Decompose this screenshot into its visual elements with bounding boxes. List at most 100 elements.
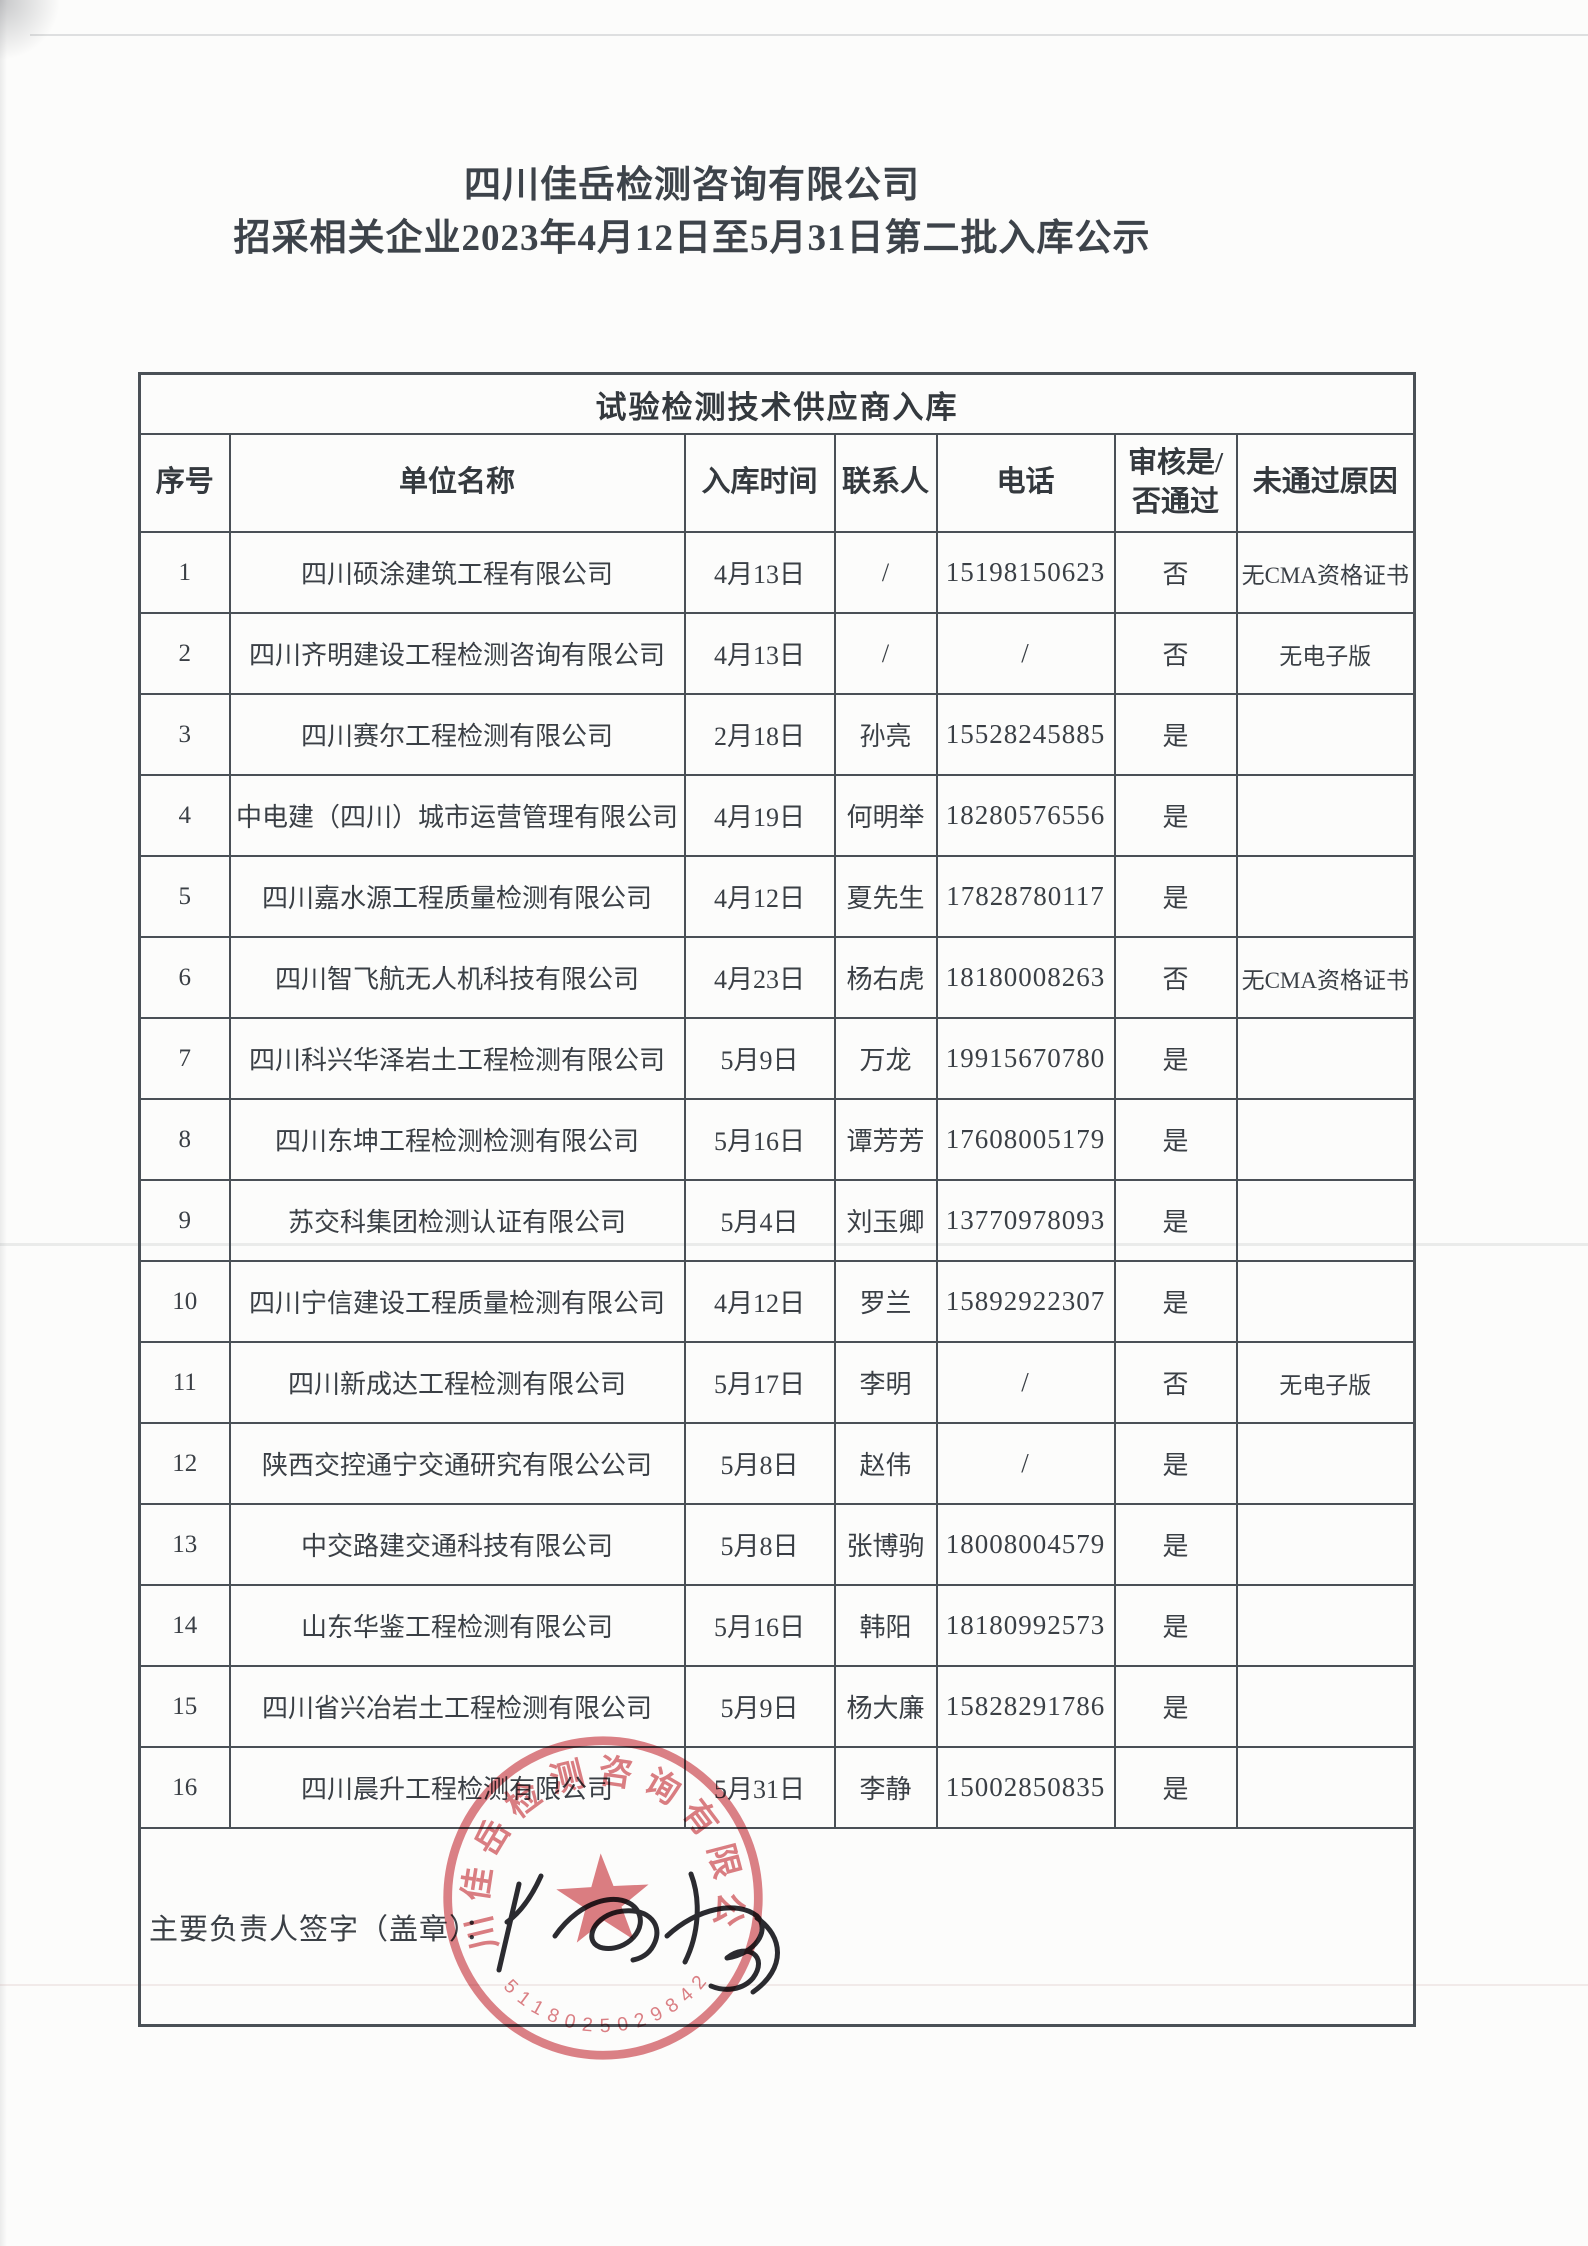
cell-date: 4月13日: [683, 531, 836, 614]
cell-date: 5月8日: [683, 1503, 836, 1586]
cell-reason: [1235, 774, 1416, 857]
cell-approved: 是: [1113, 1746, 1238, 1829]
cell-contact: 张博驹: [833, 1503, 938, 1586]
cell-contact: /: [833, 531, 938, 614]
document-title-block: 四川佳岳检测咨询有限公司 招采相关企业2023年4月12日至5月31日第二批入库…: [0, 160, 1486, 266]
signature-handwriting: [496, 1871, 780, 1995]
cell-reason: 无CMA资格证书: [1235, 531, 1416, 614]
signature-label: 主要负责人签字（盖章）：: [149, 1913, 495, 1946]
cell-index: 10: [138, 1260, 231, 1343]
cell-date: 4月23日: [683, 936, 836, 1019]
cell-date: 4月19日: [683, 774, 836, 857]
header-cell-phone: 电话: [935, 433, 1116, 533]
table-row: 3 四川赛尔工程检测有限公司 2月18日 孙亮 15528245885 是: [138, 693, 1416, 776]
cell-index: 2: [138, 612, 231, 695]
header-cell-index: 序号: [138, 433, 231, 533]
table-row: 8 四川东坤工程检测检测有限公司 5月16日 谭芳芳 17608005179 是: [138, 1098, 1416, 1181]
cell-phone: 15528245885: [935, 693, 1116, 776]
cell-index: 7: [138, 1017, 231, 1100]
cell-index: 15: [138, 1665, 231, 1748]
table-row: 16 四川晨升工程检测有限公司 5月31日 李静 15002850835 是: [138, 1746, 1416, 1829]
cell-index: 1: [138, 531, 231, 614]
header-cell-approved: 审核是/否通过: [1113, 433, 1238, 533]
cell-index: 12: [138, 1422, 231, 1505]
cell-approved: 是: [1113, 1422, 1238, 1505]
cell-reason: [1235, 1422, 1416, 1505]
announcement-title: 招采相关企业2023年4月12日至5月31日第二批入库公示: [233, 218, 1151, 259]
table-row: 6 四川智飞航无人机科技有限公司 4月23日 杨右虎 18180008263 否…: [138, 936, 1416, 1019]
cell-index: 8: [138, 1098, 231, 1181]
cell-contact: 夏先生: [833, 855, 938, 938]
cell-reason: 无电子版: [1235, 1341, 1416, 1424]
cell-date: 5月9日: [683, 1665, 836, 1748]
cell-index: 13: [138, 1503, 231, 1586]
cell-contact: 赵伟: [833, 1422, 938, 1505]
cell-date: 5月9日: [683, 1017, 836, 1100]
scan-corner-smudge: [0, 0, 70, 60]
cell-reason: [1235, 693, 1416, 776]
cell-company: 中交路建交通科技有限公司: [228, 1503, 686, 1586]
cell-date: 4月12日: [683, 1260, 836, 1343]
header-cell-date: 入库时间: [683, 433, 836, 533]
cell-company: 四川硕涂建筑工程有限公司: [228, 531, 686, 614]
cell-phone: 18280576556: [935, 774, 1116, 857]
cell-contact: 罗兰: [833, 1260, 938, 1343]
cell-index: 6: [138, 936, 231, 1019]
table-row: 11 四川新成达工程检测有限公司 5月17日 李明 / 否 无电子版: [138, 1341, 1416, 1424]
cell-phone: 19915670780: [935, 1017, 1116, 1100]
cell-date: 5月8日: [683, 1422, 836, 1505]
cell-date: 5月17日: [683, 1341, 836, 1424]
cell-company: 四川晨升工程检测有限公司: [228, 1746, 686, 1829]
cell-company: 四川赛尔工程检测有限公司: [228, 693, 686, 776]
cell-reason: [1235, 1260, 1416, 1343]
cell-date: 4月13日: [683, 612, 836, 695]
table-row: 9 苏交科集团检测认证有限公司 5月4日 刘玉卿 13770978093 是: [138, 1179, 1416, 1262]
cell-approved: 否: [1113, 1341, 1238, 1424]
cell-approved: 是: [1113, 774, 1238, 857]
table-band-title: 试验检测技术供应商入库: [138, 372, 1416, 435]
cell-approved: 是: [1113, 1584, 1238, 1667]
cell-reason: 无CMA资格证书: [1235, 936, 1416, 1019]
cell-reason: [1235, 1098, 1416, 1181]
header-cell-reason: 未通过原因: [1235, 433, 1416, 533]
cell-approved: 是: [1113, 1179, 1238, 1262]
cell-contact: 孙亮: [833, 693, 938, 776]
cell-contact: 何明举: [833, 774, 938, 857]
cell-date: 5月16日: [683, 1584, 836, 1667]
cell-phone: /: [935, 1422, 1116, 1505]
seal-ring: [443, 1736, 763, 2060]
table-row: 4 中电建（四川）城市运营管理有限公司 4月19日 何明举 1828057655…: [138, 774, 1416, 857]
cell-contact: 李静: [833, 1746, 938, 1829]
table-header-row: 序号 单位名称 入库时间 联系人 电话 审核是/否通过 未通过原因: [138, 433, 1416, 533]
cell-company: 四川东坤工程检测检测有限公司: [228, 1098, 686, 1181]
table-footer-row: 主要负责人签字（盖章）：: [138, 1827, 1416, 2027]
scan-artifact-line-top: [30, 34, 1588, 36]
cell-phone: 15892922307: [935, 1260, 1116, 1343]
cell-date: 5月16日: [683, 1098, 836, 1181]
cell-reason: [1235, 1746, 1416, 1829]
cell-date: 4月12日: [683, 855, 836, 938]
cell-index: 5: [138, 855, 231, 938]
cell-reason: [1235, 1584, 1416, 1667]
cell-approved: 是: [1113, 1503, 1238, 1586]
table-row: 1 四川硕涂建筑工程有限公司 4月13日 / 15198150623 否 无CM…: [138, 531, 1416, 614]
cell-reason: [1235, 1503, 1416, 1586]
cell-contact: 韩阳: [833, 1584, 938, 1667]
cell-approved: 是: [1113, 1665, 1238, 1748]
company-title: 四川佳岳检测咨询有限公司: [464, 165, 920, 206]
cell-company: 四川新成达工程检测有限公司: [228, 1341, 686, 1424]
scan-edge-shadow: [0, 0, 7, 2246]
cell-phone: 15828291786: [935, 1665, 1116, 1748]
table-row: 13 中交路建交通科技有限公司 5月8日 张博驹 18008004579 是: [138, 1503, 1416, 1586]
cell-approved: 是: [1113, 855, 1238, 938]
cell-contact: /: [833, 612, 938, 695]
cell-reason: 无电子版: [1235, 612, 1416, 695]
cell-reason: [1235, 1179, 1416, 1262]
seal-star-icon: [556, 1853, 649, 1943]
cell-date: 2月18日: [683, 693, 836, 776]
cell-index: 11: [138, 1341, 231, 1424]
cell-company: 陕西交控通宁交通研究有限公公司: [228, 1422, 686, 1505]
cell-date: 5月4日: [683, 1179, 836, 1262]
table-row: 12 陕西交控通宁交通研究有限公公司 5月8日 赵伟 / 是: [138, 1422, 1416, 1505]
cell-approved: 是: [1113, 693, 1238, 776]
